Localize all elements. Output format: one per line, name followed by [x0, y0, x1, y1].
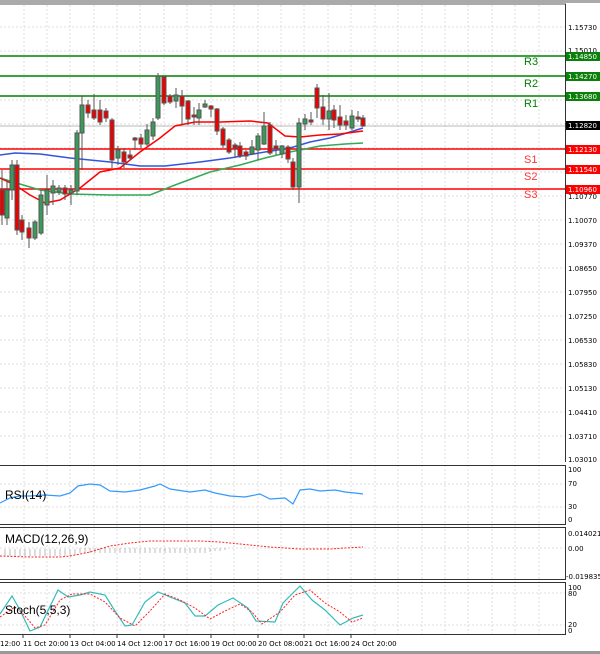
- svg-text:11 Oct 20:00: 11 Oct 20:00: [23, 640, 69, 648]
- svg-text:1.10070: 1.10070: [568, 217, 597, 225]
- macd-panel: MACD(12,26,9) 0.014021 0.00 -0.019835: [0, 527, 600, 581]
- svg-text:0.014021: 0.014021: [568, 530, 600, 538]
- svg-text:20 Oct 08:00: 20 Oct 08:00: [258, 640, 304, 648]
- rsi-panel: RSI(14) 100 70 30 0: [0, 462, 600, 525]
- r3-price-tag: 1.14850: [568, 53, 597, 61]
- svg-text:20: 20: [568, 621, 577, 629]
- price-axis: 1.15730 1.15010 1.12880 1.10770 1.10070 …: [566, 24, 600, 464]
- s2-label: S2: [524, 171, 537, 183]
- svg-text:24 Oct 20:00: 24 Oct 20:00: [351, 640, 397, 648]
- svg-text:17 Oct 16:00: 17 Oct 16:00: [164, 640, 210, 648]
- stoch-label: Stoch(5,5,3): [5, 603, 70, 617]
- svg-text:1.15730: 1.15730: [568, 24, 597, 32]
- current-price-tag: 1.12820: [568, 122, 597, 130]
- main-panel: R3 R2 R1 S1 S2 S3: [0, 4, 566, 634]
- svg-text:1.09370: 1.09370: [568, 241, 597, 249]
- s1-label: S1: [524, 154, 537, 166]
- s2-price-tag: 1.11540: [568, 166, 597, 174]
- s3-price-tag: 1.10960: [568, 186, 597, 194]
- svg-text:1.06530: 1.06530: [568, 337, 597, 345]
- svg-text:-0.019835: -0.019835: [566, 573, 600, 581]
- r2-label: R2: [524, 78, 538, 90]
- svg-text:13 Oct 04:00: 13 Oct 04:00: [70, 640, 116, 648]
- svg-text:1.04410: 1.04410: [568, 409, 597, 417]
- s3-label: S3: [524, 189, 537, 201]
- svg-text:21 Oct 16:00: 21 Oct 16:00: [304, 640, 350, 648]
- svg-text:12:00: 12:00: [0, 640, 20, 648]
- svg-text:80: 80: [568, 590, 577, 598]
- svg-text:30: 30: [568, 503, 577, 511]
- ma-medium: [0, 127, 364, 167]
- svg-text:70: 70: [568, 480, 577, 488]
- macd-label: MACD(12,26,9): [5, 532, 88, 546]
- svg-text:0: 0: [568, 516, 572, 524]
- svg-text:14 Oct 12:00: 14 Oct 12:00: [117, 640, 163, 648]
- macd-signal-line: [0, 540, 364, 558]
- stoch-panel: Stoch(5,5,3) 100 80 20 0: [0, 582, 581, 635]
- r1-label: R1: [524, 98, 538, 110]
- r3-label: R3: [524, 56, 538, 68]
- svg-text:1.07250: 1.07250: [568, 313, 597, 321]
- svg-text:100: 100: [568, 584, 581, 592]
- time-axis: 12:00 11 Oct 20:00 13 Oct 04:00 14 Oct 1…: [0, 635, 397, 648]
- svg-text:1.08650: 1.08650: [568, 265, 597, 273]
- rsi-line: [0, 483, 364, 505]
- svg-text:1.03010: 1.03010: [568, 456, 597, 464]
- resistance-lines: [0, 55, 565, 97]
- rsi-label: RSI(14): [5, 488, 46, 502]
- svg-text:1.10770: 1.10770: [568, 193, 597, 201]
- r2-price-tag: 1.14270: [568, 73, 597, 81]
- macd-histogram: [4, 548, 226, 556]
- svg-text:1.05830: 1.05830: [568, 361, 597, 369]
- svg-text:1.03710: 1.03710: [568, 433, 597, 441]
- svg-text:0: 0: [568, 627, 572, 635]
- candles: [0, 73, 366, 248]
- svg-text:1.07950: 1.07950: [568, 289, 597, 297]
- stoch-main-line: [0, 585, 364, 632]
- svg-text:100: 100: [568, 466, 581, 474]
- svg-text:0.00: 0.00: [568, 545, 584, 553]
- svg-text:19 Oct 00:00: 19 Oct 00:00: [211, 640, 257, 648]
- s1-price-tag: 1.12130: [568, 146, 597, 154]
- stoch-signal-line: [0, 589, 364, 629]
- r1-price-tag: 1.13680: [568, 93, 597, 101]
- svg-text:1.15010: 1.15010: [568, 47, 597, 55]
- svg-text:1.05130: 1.05130: [568, 385, 597, 393]
